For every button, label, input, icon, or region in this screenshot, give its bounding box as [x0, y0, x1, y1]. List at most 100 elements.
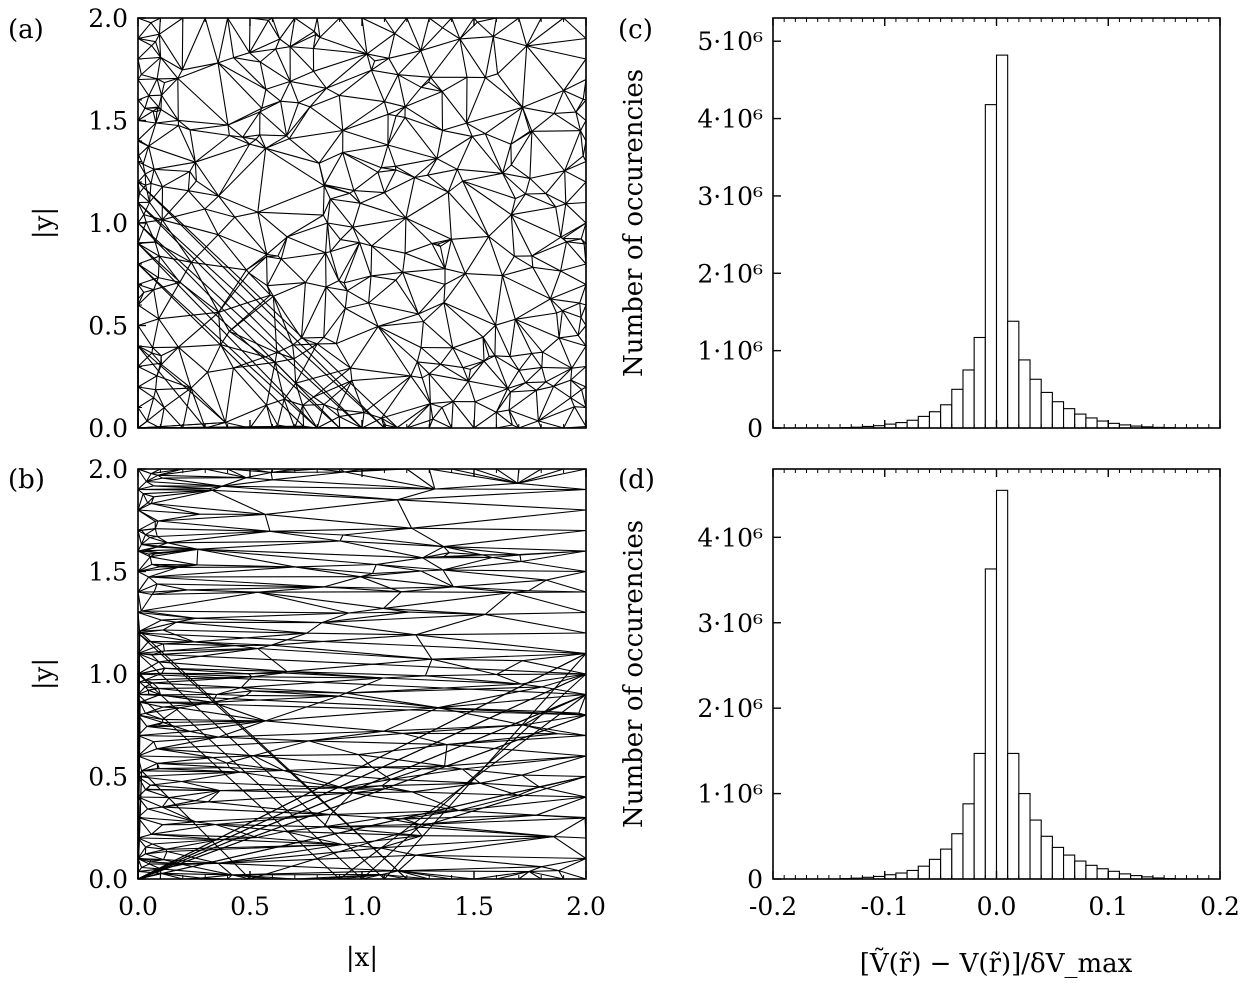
mesh-edge	[265, 352, 277, 358]
mesh-edge	[137, 284, 145, 293]
mesh-edge	[177, 119, 191, 131]
mesh-edge	[545, 367, 573, 383]
mesh-edge	[174, 720, 266, 727]
mesh-edge	[229, 767, 241, 773]
mesh-edge	[485, 133, 512, 145]
mesh-edge	[212, 757, 228, 764]
ytick-label: 0.5	[88, 312, 128, 341]
mesh-edge	[151, 41, 156, 46]
mesh-edge	[162, 706, 180, 709]
mesh-edge	[137, 775, 182, 783]
mesh-edge	[228, 295, 274, 332]
histogram-bar	[1107, 870, 1120, 880]
mesh-edge	[141, 770, 251, 880]
mesh-edge	[187, 589, 258, 593]
mesh-edge	[253, 755, 373, 768]
mesh-edge	[137, 37, 156, 43]
histogram-bar	[1085, 864, 1098, 880]
mesh-edge	[189, 171, 197, 182]
mesh-edge	[182, 862, 219, 866]
ytick-label: 0	[747, 865, 763, 894]
mesh-edge	[153, 389, 157, 398]
mesh-edge	[416, 361, 423, 378]
mesh-edge	[329, 239, 341, 252]
mesh-edge	[432, 407, 443, 420]
mesh-edge	[266, 236, 288, 255]
mesh-edge	[553, 385, 572, 399]
mesh-edge	[137, 263, 318, 429]
mesh-edge	[580, 304, 587, 318]
mesh-edge	[309, 106, 344, 131]
mesh-edge	[377, 172, 385, 193]
mesh-edge	[161, 190, 189, 221]
mesh-edge	[152, 110, 157, 124]
mesh-edge	[580, 130, 587, 142]
mesh-edge	[376, 557, 423, 566]
mesh-edge	[442, 27, 461, 40]
mesh-edge	[518, 353, 533, 371]
mesh-edge	[190, 371, 208, 389]
mesh-edge	[485, 613, 587, 634]
mesh-edge	[137, 38, 152, 47]
mesh-edge	[137, 796, 170, 799]
mesh-edge	[565, 203, 587, 224]
mesh-edge	[153, 277, 159, 290]
mesh-edge	[150, 169, 155, 184]
mesh-edge	[519, 550, 587, 556]
mesh-edge	[353, 190, 361, 204]
mesh-edge	[570, 379, 587, 388]
mesh-edge	[531, 130, 566, 172]
mesh-edge	[352, 226, 361, 243]
mesh-edge	[227, 124, 244, 138]
mesh-edge	[535, 390, 539, 421]
mesh-edge	[319, 17, 340, 38]
mesh-edge	[144, 173, 147, 186]
mesh-edge	[137, 520, 156, 531]
mesh-edge	[508, 409, 539, 422]
mesh-edge	[154, 241, 160, 257]
mesh-edge	[397, 488, 587, 501]
mesh-edge	[580, 317, 587, 326]
mesh-edge	[560, 241, 568, 272]
mesh-edge	[442, 556, 493, 571]
mesh-edge	[313, 31, 317, 35]
mesh-edge	[137, 221, 147, 244]
mesh-edge	[155, 375, 158, 390]
mesh-edge	[553, 90, 565, 114]
mesh-edge	[575, 99, 587, 113]
mesh-edge	[137, 755, 158, 764]
mesh-edge	[139, 681, 146, 688]
mesh-edge	[137, 694, 340, 880]
mesh-edge	[510, 389, 537, 393]
mesh-edge	[338, 280, 348, 292]
mesh-edge	[177, 78, 179, 121]
ytick-label: 0.0	[88, 414, 128, 443]
histogram-bar	[940, 848, 953, 880]
histogram-bar	[1029, 378, 1042, 429]
mesh-edge	[139, 701, 163, 708]
mesh-edge	[294, 566, 361, 578]
mesh-edge	[139, 694, 160, 703]
mesh-edge	[178, 344, 221, 348]
mesh-edge	[368, 302, 419, 315]
mesh-edge	[465, 273, 503, 277]
mesh-edge	[325, 280, 340, 288]
xtick-label: 1.0	[342, 892, 382, 921]
mesh-edge	[197, 540, 341, 550]
mesh-edge	[473, 870, 530, 880]
mesh-edge	[155, 109, 162, 124]
mesh-edge	[137, 243, 318, 429]
mesh-edge	[326, 69, 372, 89]
mesh-edge	[316, 343, 351, 369]
mesh-edge	[294, 405, 304, 429]
mesh-edge	[484, 36, 494, 78]
mesh-edge	[137, 714, 164, 724]
mesh-edge	[404, 90, 443, 108]
mesh-edge	[528, 866, 542, 873]
mesh-edge	[529, 178, 547, 194]
mesh-edge	[562, 310, 582, 318]
mesh-edge	[326, 53, 368, 89]
mesh-edge	[150, 182, 163, 188]
mesh-edge	[249, 138, 257, 145]
mesh-edge	[227, 17, 250, 53]
